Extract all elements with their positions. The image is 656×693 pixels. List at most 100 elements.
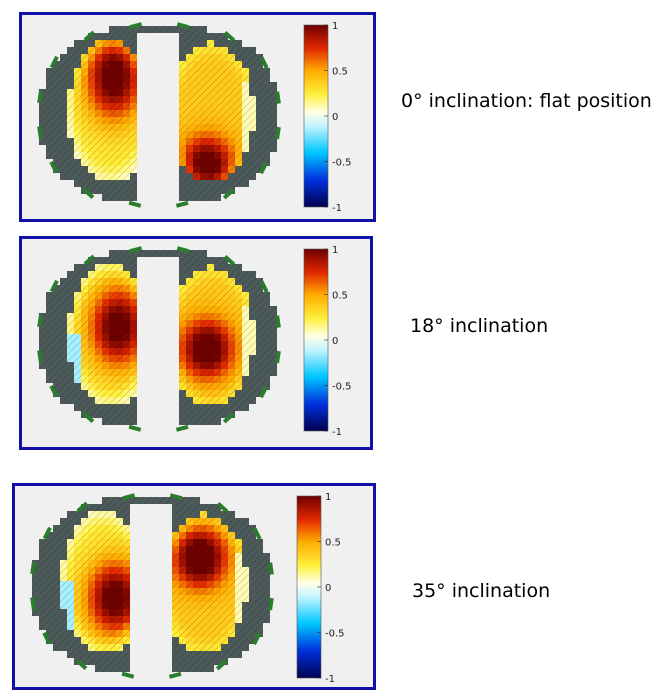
electrode — [259, 161, 269, 175]
mesh-cell — [263, 75, 270, 82]
mesh-cell — [32, 581, 39, 588]
mesh-cell — [116, 117, 123, 124]
mesh-cell — [235, 595, 242, 602]
mesh-cell — [270, 103, 277, 110]
mesh-cell — [221, 33, 228, 40]
mesh-cell — [46, 369, 53, 376]
mesh-cell — [172, 658, 179, 665]
mesh-cell — [67, 383, 74, 390]
mesh-cell — [74, 630, 81, 637]
mesh-cell — [228, 369, 235, 376]
mesh-cell — [102, 334, 109, 341]
mesh-cell — [270, 89, 277, 96]
mesh-cell — [228, 110, 235, 117]
mesh-cell — [81, 567, 88, 574]
mesh-cell — [95, 574, 102, 581]
mesh-cell — [179, 588, 186, 595]
mesh-cell — [116, 299, 123, 306]
mesh-cell — [116, 574, 123, 581]
mesh-cell — [242, 271, 249, 278]
mesh-cell — [200, 348, 207, 355]
mesh-cell — [95, 180, 102, 187]
mesh-cell — [109, 574, 116, 581]
mesh-cell — [221, 637, 228, 644]
mesh-cell — [81, 623, 88, 630]
mesh-cell — [221, 327, 228, 334]
mesh-cell — [116, 173, 123, 180]
mesh-cell — [263, 383, 270, 390]
mesh-cell — [256, 138, 263, 145]
mesh-cell — [228, 138, 235, 145]
mesh-cell — [95, 651, 102, 658]
mesh-cell — [39, 588, 46, 595]
mesh-cell — [193, 103, 200, 110]
mesh-cell — [200, 292, 207, 299]
mesh-cell — [228, 159, 235, 166]
mesh-cell — [172, 644, 179, 651]
mesh-cell — [207, 313, 214, 320]
mesh-cell — [102, 362, 109, 369]
mesh-cell — [221, 560, 228, 567]
mesh-cell — [109, 616, 116, 623]
mesh-cell — [123, 271, 130, 278]
mesh-cell — [116, 418, 123, 425]
mesh-cell — [214, 532, 221, 539]
mesh-cell — [207, 397, 214, 404]
mesh-cell — [60, 574, 67, 581]
mesh-cell — [109, 411, 116, 418]
mesh-cell — [109, 665, 116, 672]
mesh-cell — [130, 327, 137, 334]
mesh-cell — [249, 54, 256, 61]
mesh-cell — [39, 341, 46, 348]
mesh-cell — [116, 306, 123, 313]
mesh-cell — [116, 250, 123, 257]
mesh-cell — [81, 574, 88, 581]
mesh-cell — [263, 96, 270, 103]
mesh-cell — [235, 637, 242, 644]
mesh-cell — [137, 26, 144, 33]
mesh-cell — [39, 96, 46, 103]
electrode — [122, 493, 136, 501]
mesh-cell — [186, 194, 193, 201]
mesh-cell — [228, 124, 235, 131]
mesh-cell — [109, 54, 116, 61]
mesh-cell — [242, 644, 249, 651]
mesh-cell — [109, 553, 116, 560]
colorbar-tick-label: 1 — [325, 492, 331, 503]
mesh-cell — [60, 96, 67, 103]
mesh-cell — [221, 609, 228, 616]
mesh-cell — [186, 40, 193, 47]
mesh-cell — [200, 75, 207, 82]
mesh-cell — [53, 138, 60, 145]
mesh-cell — [74, 89, 81, 96]
mesh-cell — [228, 306, 235, 313]
mesh-cell — [200, 334, 207, 341]
mesh-cell — [256, 630, 263, 637]
mesh-cell — [60, 644, 67, 651]
mesh-cell — [242, 623, 249, 630]
mesh-cell — [193, 390, 200, 397]
mesh-cell — [186, 313, 193, 320]
mesh-cell — [200, 194, 207, 201]
mesh-cell — [109, 159, 116, 166]
mesh-cell — [256, 131, 263, 138]
mesh-cell — [256, 292, 263, 299]
mesh-cell — [74, 348, 81, 355]
mesh-cell — [95, 511, 102, 518]
mesh-cell — [81, 89, 88, 96]
electrode — [259, 385, 269, 399]
mesh-cell — [74, 595, 81, 602]
mesh-cell — [249, 525, 256, 532]
mesh-cell — [214, 299, 221, 306]
electrode — [175, 200, 189, 208]
mesh-cell — [123, 341, 130, 348]
mesh-cell — [221, 411, 228, 418]
mesh-cell — [270, 334, 277, 341]
mesh-cell — [214, 285, 221, 292]
mesh-cell — [207, 369, 214, 376]
mesh-cell — [123, 602, 130, 609]
mesh-cell — [249, 560, 256, 567]
mesh-cell — [46, 574, 53, 581]
mesh-cell — [214, 581, 221, 588]
mesh-cell — [179, 173, 186, 180]
